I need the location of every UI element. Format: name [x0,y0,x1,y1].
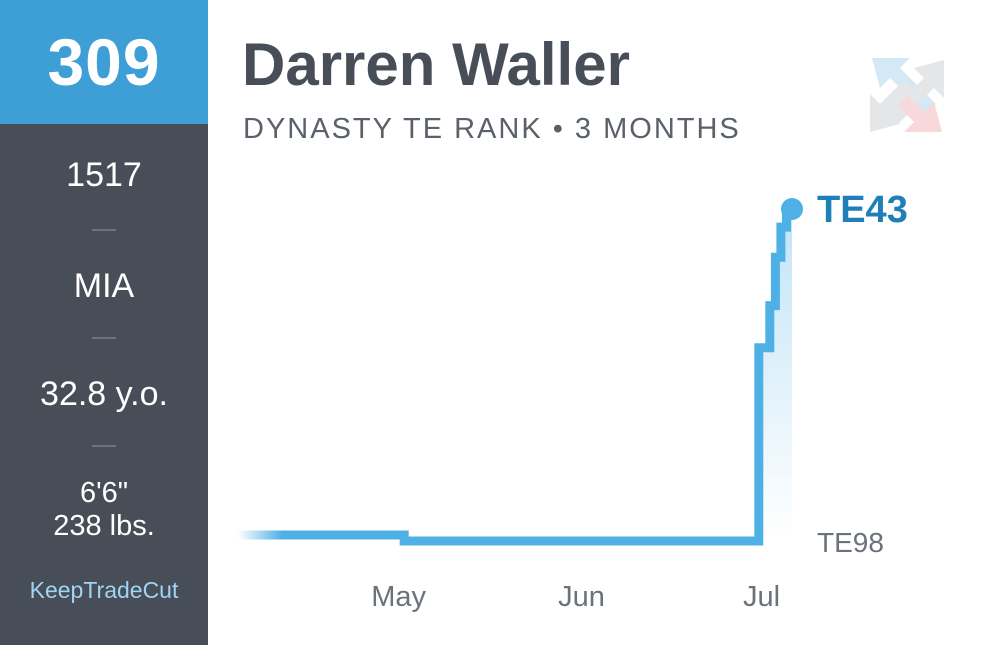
player-weight: 238 lbs. [53,510,155,542]
player-team: MIA [73,267,135,305]
separator [92,445,116,447]
current-rank-label: TE43 [817,189,908,231]
separator [92,337,116,339]
player-height: 6'6" [79,477,129,509]
x-tick-label: Jun [558,581,605,613]
player-name: Darren Waller [242,31,630,98]
separator [92,229,116,231]
start-rank-label: TE98 [817,527,884,558]
current-rank-point [781,198,803,220]
rank-series-line [238,205,796,546]
rank-area [758,209,792,541]
player-value: 1517 [66,156,142,194]
x-tick-label: Jul [743,581,780,613]
sidebar: 309 1517 MIA 32.8 y.o. 6'6" 238 lbs. Kee… [0,0,208,645]
player-age: 32.8 y.o. [40,375,168,413]
overall-rank: 309 [0,0,208,124]
x-tick-label: May [371,581,426,613]
brand-name[interactable]: KeepTradeCut [29,577,179,603]
chart-subtitle: DYNASTY TE RANK • 3 MONTHS [243,113,741,145]
keeptradecut-logo-icon [870,58,944,132]
